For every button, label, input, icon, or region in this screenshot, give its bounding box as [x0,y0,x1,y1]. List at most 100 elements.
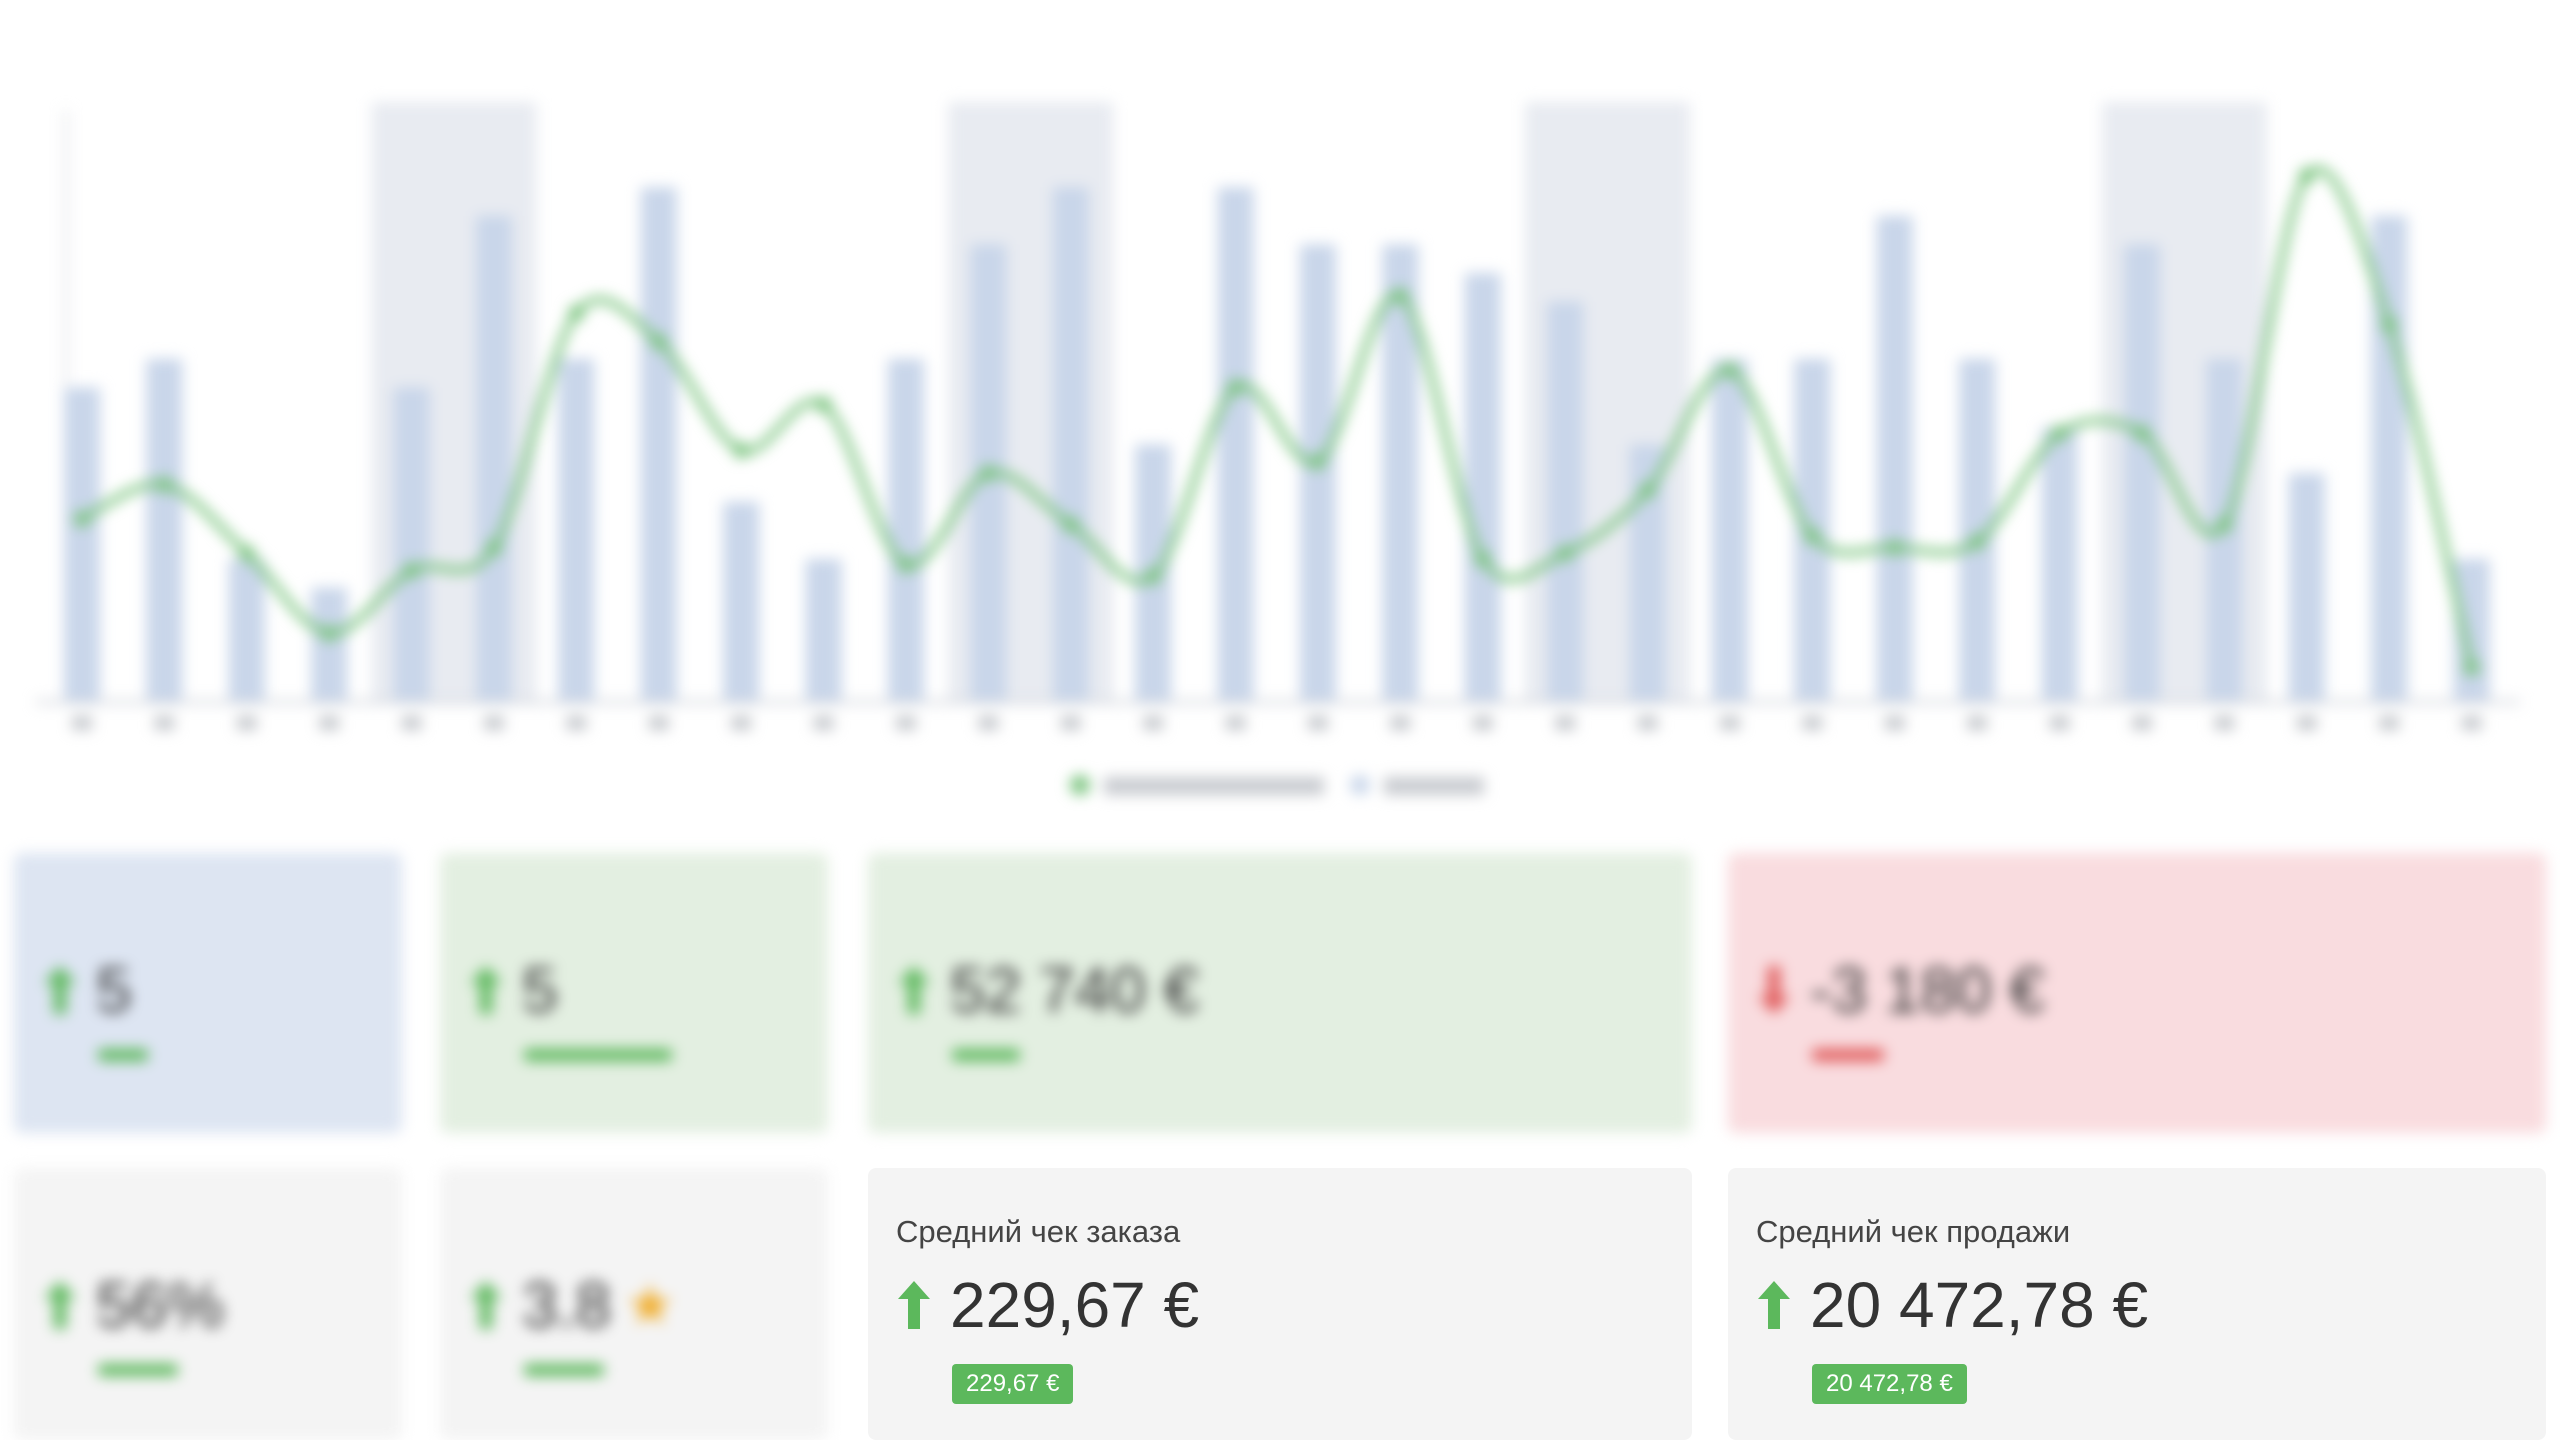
line-point [2051,425,2068,442]
line-point [733,442,750,459]
line-point [2216,516,2233,533]
bar [393,387,430,702]
card-avg-order: Средний чек заказа 229,67 € 229,67 € [868,1168,1692,1440]
arrow-up-icon [898,1281,930,1329]
x-tick [1390,716,1411,730]
x-tick [2296,716,2317,730]
x-tick [978,716,999,730]
line-point [2134,425,2150,442]
line-point [1392,287,1409,304]
bar [2124,244,2160,702]
line-point [1969,533,1986,550]
card-loss: -3 180 € [1728,853,2546,1133]
card-badge [98,1049,148,1061]
line-point [238,545,255,562]
line-point [2381,316,2398,333]
legend-bar-label [1384,777,1484,795]
x-tick [319,716,340,730]
line-point [898,556,914,573]
card-orders: 5 [14,853,402,1133]
card-badge [524,1049,672,1061]
x-tick [1555,716,1576,730]
line-point [1639,482,1656,499]
line-point [1145,568,1162,585]
card-value: 3.8 [522,1269,611,1341]
x-tick [731,716,752,730]
bar [1712,358,1748,702]
arrow-up-icon [470,1281,502,1329]
card-revenue: 52 740 € [868,853,1692,1133]
line-point [403,562,420,579]
line-point [2463,659,2480,676]
x-tick [1967,716,1988,730]
bar [64,387,100,702]
x-tick [1472,716,1493,730]
line-point [321,625,338,642]
bar [1052,187,1089,702]
x-tick [72,716,92,730]
legend-line-label [1104,777,1324,795]
card-value: 5 [522,954,558,1026]
card-avg-sale: Средний чек продажи 20 472,78 € 20 472,7… [1728,1168,2546,1440]
x-tick [2049,716,2070,730]
x-tick [1060,716,1081,730]
card-value: 56% [96,1269,225,1341]
line-point [156,476,173,493]
bar [1876,215,1913,703]
arrow-up-icon [898,966,930,1014]
bar [1217,187,1254,702]
x-tick [1884,716,1905,730]
arrow-up-icon [44,966,76,1014]
card-badge [1812,1049,1884,1061]
legend-line-marker [1070,775,1090,795]
bar [146,358,183,702]
line-point [980,465,997,482]
card-conversion: 56% [14,1168,402,1440]
x-tick [236,716,257,730]
star-icon: ★ [624,1273,676,1336]
card-value: 20 472,78 € [1810,1269,2149,1341]
line-point [815,396,832,413]
line-point [1722,362,1738,379]
bar [1547,301,1584,702]
bar [805,559,842,702]
bar [723,501,760,702]
x-tick [648,716,669,730]
x-tick [1308,716,1328,730]
x-tick [2214,716,2235,730]
line-point [1227,379,1244,396]
card-badge [952,1049,1020,1061]
bar [2453,559,2490,702]
bar [2041,427,2078,702]
bar [558,358,595,702]
sales-chart [36,102,2520,795]
x-tick [2379,716,2400,730]
bar [640,187,677,702]
arrow-up-icon [44,1281,76,1329]
arrow-up-icon [1758,1281,1790,1329]
x-tick [896,716,916,730]
bar [476,215,512,703]
legend-bar-marker [1350,775,1370,795]
card-value: -3 180 € [1810,954,2045,1026]
card-value: 52 740 € [950,954,1200,1026]
series-line [80,165,2476,669]
card-badge: 229,67 € [952,1364,1074,1404]
x-tick [1802,716,1823,730]
line-point [1804,528,1821,545]
x-tick [484,716,504,730]
card-badge: 20 472,78 € [1812,1364,1967,1404]
card-badge [98,1364,178,1376]
card-value: 229,67 € [950,1269,1200,1341]
x-tick [1637,716,1658,730]
line-point [1474,551,1491,567]
bar [2288,473,2325,702]
bar [1300,244,1336,702]
bar [311,587,348,702]
chart-area [0,80,2560,820]
bar [888,358,924,702]
x-tick [1225,716,1246,730]
x-tick [401,716,422,730]
line-point [650,333,667,350]
arrow-down-icon [1758,966,1790,1014]
